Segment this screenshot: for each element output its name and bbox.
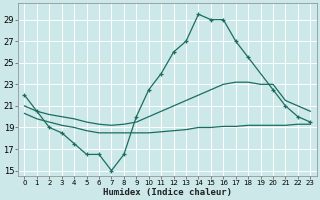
X-axis label: Humidex (Indice chaleur): Humidex (Indice chaleur) <box>103 188 232 197</box>
